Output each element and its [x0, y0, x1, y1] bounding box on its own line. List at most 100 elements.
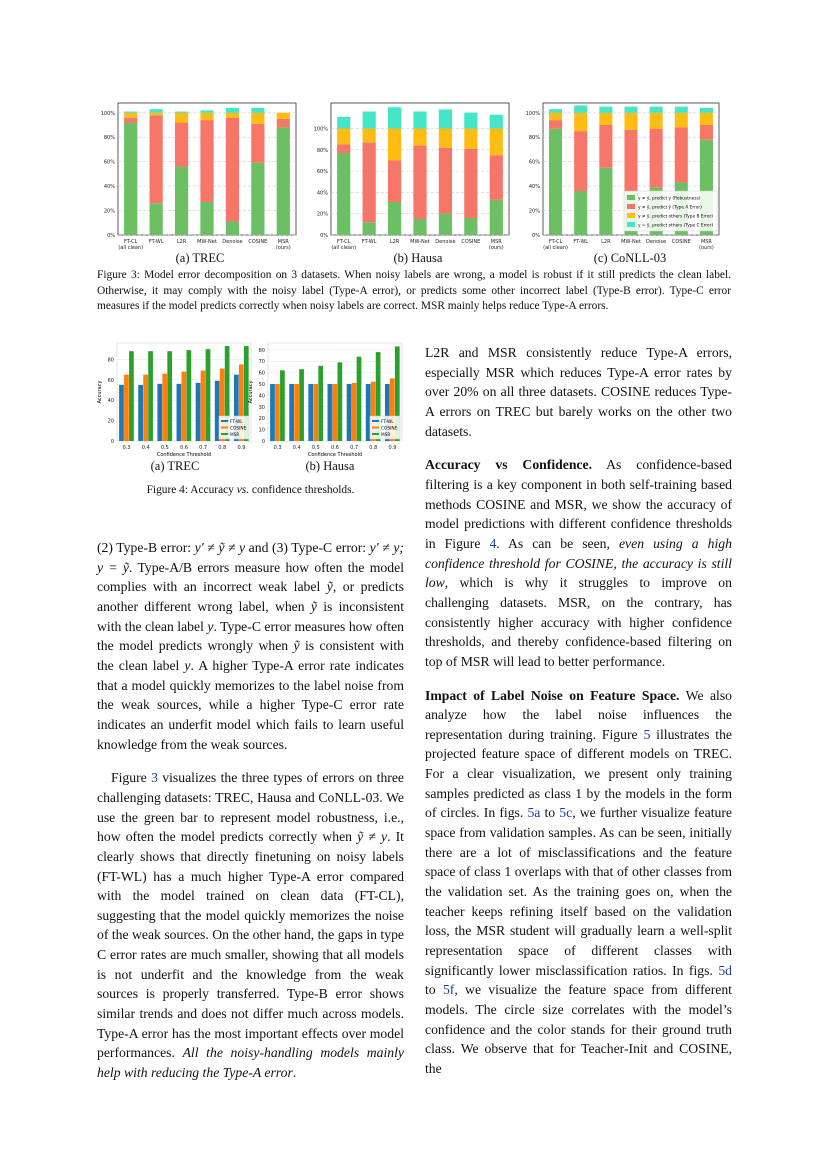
x-tick-label: 0.4 — [142, 445, 150, 451]
text-span: , we visualize the feature space from di… — [425, 982, 732, 1076]
y-tick-label: 60% — [317, 169, 328, 175]
stacked-bar-segment — [438, 213, 453, 235]
bar — [351, 382, 357, 441]
stacked-bar-segment — [624, 106, 638, 113]
text-span: . As can be seen, — [496, 535, 619, 551]
y-tick-label: 80 — [108, 357, 114, 363]
x-tick-label: Denoise — [222, 239, 242, 245]
cross-reference-link[interactable]: 5d — [718, 962, 732, 978]
bar — [167, 351, 173, 441]
text-span: , which is why it struggles to improve o… — [425, 575, 732, 669]
y-tick-label: 0 — [111, 439, 114, 445]
legend-label: MSR — [230, 432, 239, 438]
x-tick-label: FT-CL — [549, 239, 563, 245]
stacked-bar-segment — [699, 107, 713, 113]
y-tick-label: 40% — [317, 190, 328, 196]
bar — [148, 351, 153, 441]
bar — [195, 382, 201, 441]
bar — [294, 384, 299, 441]
cross-reference-link[interactable]: 5a — [527, 805, 541, 821]
legend-label: y ≠ ỹ, predict ỹ (Type A Error) — [638, 205, 702, 211]
stacked-bar-segment — [438, 128, 453, 148]
left-column-text: (2) Type-B error: y′ ≠ ỹ ≠ y and (3) Typ… — [97, 538, 404, 1097]
y-tick-label: 50 — [259, 382, 265, 388]
bar — [143, 374, 148, 441]
cross-reference-link[interactable]: 5c — [559, 805, 573, 821]
x-tick-label: FT-CL — [124, 239, 138, 245]
x-tick-label: L2R — [390, 239, 400, 245]
x-tick-label: (ours) — [699, 245, 714, 251]
bar — [200, 370, 206, 441]
stacked-bar-segment — [387, 128, 402, 161]
stacked-bar-segment — [649, 112, 663, 129]
y-axis-label: Accuracy — [97, 381, 103, 404]
bar — [270, 384, 275, 441]
bar — [186, 350, 192, 441]
x-tick-label: 0.5 — [312, 445, 320, 451]
paragraph: (2) Type-B error: y′ ≠ ỹ ≠ y and (3) Typ… — [97, 538, 404, 754]
x-tick-label: MW-Net — [410, 239, 430, 245]
stacked-bar-segment — [200, 110, 214, 113]
caption-italic: vs. — [236, 484, 250, 496]
cross-reference-link[interactable]: 4 — [489, 535, 497, 551]
text-span: As confidence-based filtering is a key c… — [425, 457, 733, 551]
x-tick-label: 0.3 — [274, 445, 282, 451]
stacked-bar-segment — [276, 118, 290, 128]
y-tick-label: 20% — [317, 212, 328, 218]
cross-reference-link[interactable]: 5f — [442, 982, 455, 998]
stacked-bar-segment — [674, 127, 688, 183]
bar — [224, 346, 230, 441]
stacked-bar-segment — [124, 112, 138, 118]
x-tick-label: MSR — [278, 239, 289, 245]
bar — [389, 378, 395, 441]
text-span: L2R and MSR consistently reduce Type-A e… — [425, 345, 732, 439]
x-tick-label: (all clean) — [543, 245, 568, 251]
caption-text: confidence thresholds. — [249, 484, 355, 496]
x-tick-label: COSINE — [461, 239, 480, 245]
text-span: All the noisy-handling models mainly hel… — [97, 1045, 404, 1081]
text-span: y′ ≠ ỹ ≠ y — [194, 540, 246, 555]
text-span: ỹ — [293, 638, 300, 654]
stacked-bar-segment — [438, 147, 453, 214]
bar — [280, 370, 285, 441]
stacked-bar-segment — [149, 115, 163, 204]
x-tick-label: 0.7 — [350, 445, 358, 451]
figure3-caption: Figure 3: Model error decomposition on 3… — [97, 269, 731, 312]
stacked-bar-segment — [599, 106, 613, 113]
bar — [119, 384, 124, 441]
text-span: . — [292, 1065, 297, 1081]
legend-swatch — [627, 213, 635, 218]
stacked-bar-segment — [174, 122, 189, 167]
x-tick-label: 0.4 — [293, 445, 301, 451]
bar — [243, 346, 249, 441]
x-tick-label: MSR — [491, 239, 502, 245]
bar — [337, 362, 343, 441]
figure3b-subcaption: (b) Hausa — [393, 251, 443, 265]
stacked-bar-segment — [549, 109, 563, 113]
paragraph-heading: Impact of Label Noise on Feature Space. — [425, 687, 680, 703]
text-span: ỹ ≠ y — [357, 829, 388, 845]
stacked-bar-segment — [225, 107, 240, 113]
text-span: (2) Type-B error: — [97, 540, 195, 555]
y-tick-label: 80 — [259, 348, 265, 354]
legend-label: y = ỹ, predict others (Type C Error) — [638, 223, 713, 229]
stacked-bar-segment — [489, 128, 503, 156]
stacked-bar-segment — [599, 112, 613, 125]
x-tick-label: FT-WL — [573, 239, 588, 245]
bar — [157, 383, 163, 441]
stacked-bar-segment — [413, 111, 427, 129]
text-span: to — [540, 805, 560, 821]
stacked-bar-segment — [699, 112, 713, 125]
cross-reference-link[interactable]: 3 — [151, 770, 158, 786]
bar — [181, 371, 187, 441]
text-span: to — [425, 982, 443, 998]
stacked-bar-segment — [574, 112, 588, 132]
cross-reference-link[interactable]: 5 — [643, 726, 651, 742]
x-tick-label: 0.8 — [369, 445, 377, 451]
text-span: even using a high confidence threshold f… — [425, 535, 732, 591]
x-tick-label: MW-Net — [621, 239, 641, 245]
text-span: Figure — [111, 770, 152, 786]
bar — [129, 351, 134, 441]
bar — [205, 349, 211, 441]
stacked-bar-segment — [124, 117, 138, 123]
